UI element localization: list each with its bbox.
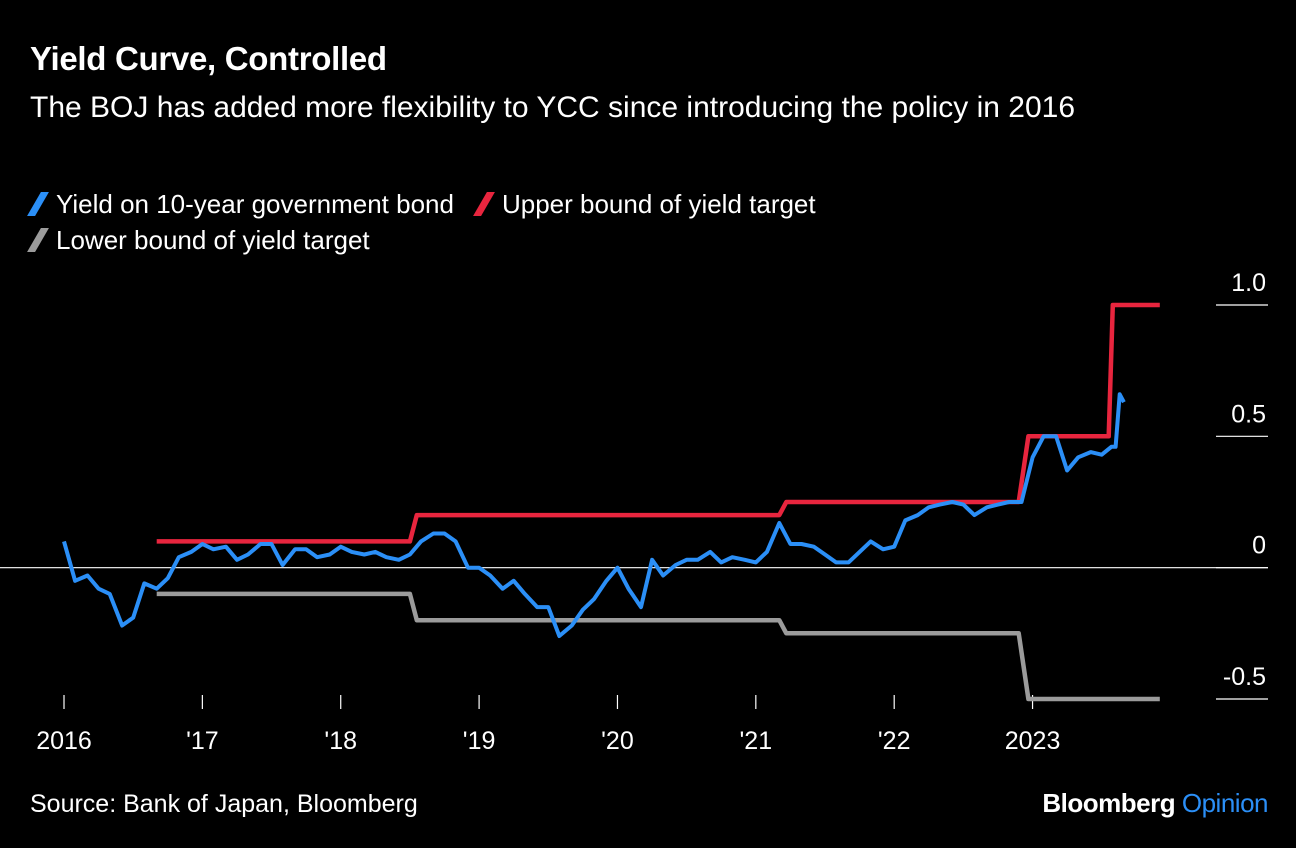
series-line-lower-bound bbox=[156, 591, 1160, 702]
x-tick-label: '19 bbox=[463, 727, 496, 755]
legend: Yield on 10-year government bond Upper b… bbox=[27, 186, 1030, 258]
x-tick-label: '21 bbox=[740, 727, 773, 755]
legend-label-yield: Yield on 10-year government bond bbox=[56, 189, 454, 219]
x-tick-label: '20 bbox=[601, 727, 634, 755]
x-tick-label: '17 bbox=[186, 727, 219, 755]
legend-item-upper: Upper bound of yield target bbox=[473, 186, 816, 222]
y-tick-label: 0.5 bbox=[1231, 400, 1266, 428]
legend-item-yield: Yield on 10-year government bond bbox=[27, 186, 454, 222]
source-note: Source: Bank of Japan, Bloomberg bbox=[30, 790, 418, 818]
brand-main: Bloomberg bbox=[1042, 788, 1176, 818]
series-line-yield bbox=[62, 392, 1126, 638]
y-tick-label: 1.0 bbox=[1231, 269, 1266, 297]
y-tick-label: -0.5 bbox=[1223, 663, 1266, 691]
x-tick-label: 2016 bbox=[36, 727, 92, 755]
series-line-upper-bound bbox=[156, 302, 1160, 544]
x-tick-label: '18 bbox=[324, 727, 357, 755]
y-tick-label: 0 bbox=[1252, 532, 1266, 560]
x-tick-label: 2023 bbox=[1005, 727, 1061, 755]
x-tick-label: '22 bbox=[878, 727, 911, 755]
legend-label-lower: Lower bound of yield target bbox=[56, 225, 370, 255]
brand-logo: Bloomberg Opinion bbox=[1042, 788, 1268, 819]
chart-title: Yield Curve, Controlled bbox=[30, 40, 387, 77]
legend-label-upper: Upper bound of yield target bbox=[501, 189, 816, 219]
brand-opinion: Opinion bbox=[1181, 788, 1269, 818]
legend-item-lower: Lower bound of yield target bbox=[27, 222, 370, 258]
chart-subtitle: The BOJ has added more flexibility to YC… bbox=[30, 91, 1076, 124]
